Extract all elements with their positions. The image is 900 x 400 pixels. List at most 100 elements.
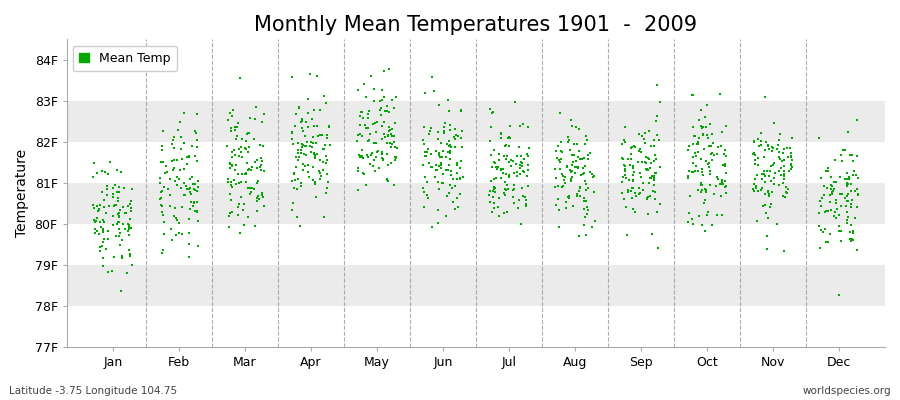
Point	[779, 189, 794, 196]
Point	[710, 151, 724, 158]
Point	[87, 230, 102, 236]
Point	[491, 157, 506, 163]
Point	[552, 157, 566, 163]
Point	[639, 166, 653, 172]
Point	[755, 176, 770, 182]
Point	[157, 218, 171, 225]
Point	[372, 164, 386, 171]
Point	[108, 202, 122, 208]
Point	[777, 248, 791, 254]
Point	[502, 158, 517, 165]
Point	[287, 177, 302, 184]
Point	[838, 194, 852, 201]
Point	[650, 82, 664, 89]
Point	[243, 191, 257, 197]
Point	[239, 171, 254, 178]
Point	[707, 152, 722, 158]
Point	[381, 162, 395, 168]
Point	[690, 141, 705, 148]
Point	[847, 168, 861, 174]
Point	[680, 173, 695, 179]
Point	[747, 188, 761, 194]
Point	[301, 96, 315, 102]
Point	[570, 192, 584, 199]
Point	[182, 253, 196, 260]
Point	[421, 131, 436, 137]
Point	[644, 175, 658, 181]
Point	[509, 173, 524, 179]
Point	[823, 192, 837, 198]
Point	[152, 196, 166, 202]
Point	[353, 154, 367, 160]
Point	[581, 207, 596, 214]
Point	[360, 152, 374, 158]
Point	[231, 204, 246, 210]
Point	[844, 196, 859, 203]
Point	[236, 207, 250, 213]
Point	[374, 87, 389, 94]
Point	[686, 221, 700, 227]
Point	[95, 229, 110, 235]
Point	[846, 172, 860, 178]
Point	[377, 119, 392, 126]
Point	[513, 165, 527, 171]
Point	[310, 122, 324, 129]
Point	[577, 194, 591, 201]
Point	[771, 148, 786, 155]
Point	[828, 156, 842, 163]
Point	[850, 204, 865, 210]
Point	[749, 185, 763, 191]
Point	[484, 152, 499, 159]
Point	[100, 186, 114, 192]
Point	[94, 243, 109, 249]
Point	[384, 97, 399, 103]
Point	[86, 174, 101, 180]
Point	[351, 87, 365, 94]
Point	[172, 219, 186, 226]
Point	[484, 209, 499, 215]
Point	[833, 228, 848, 234]
Point	[515, 185, 529, 192]
Point	[626, 206, 640, 212]
Point	[95, 226, 110, 232]
Point	[99, 210, 113, 216]
Point	[254, 167, 268, 173]
Point	[482, 106, 497, 112]
Point	[631, 159, 645, 165]
Point	[702, 164, 716, 170]
Point	[764, 148, 778, 154]
Point	[178, 182, 193, 189]
Point	[841, 129, 855, 136]
Point	[508, 99, 522, 105]
Point	[166, 167, 180, 174]
Point	[647, 137, 662, 143]
Point	[97, 204, 112, 210]
Point	[235, 171, 249, 178]
Point	[518, 200, 533, 207]
Point	[389, 154, 403, 160]
Point	[751, 155, 765, 161]
Point	[106, 190, 121, 197]
Point	[507, 200, 521, 206]
Point	[124, 198, 139, 205]
Point	[752, 136, 766, 142]
Point	[317, 93, 331, 99]
Point	[419, 149, 434, 155]
Point	[827, 212, 842, 219]
Point	[838, 147, 852, 153]
Point	[767, 174, 781, 181]
Point	[432, 152, 446, 158]
Point	[176, 165, 191, 172]
Point	[516, 121, 530, 127]
Point	[351, 132, 365, 139]
Point	[636, 187, 651, 193]
Point	[113, 206, 128, 213]
Point	[496, 170, 510, 176]
Point	[295, 166, 310, 173]
Point	[377, 134, 392, 140]
Point	[644, 160, 658, 166]
Point	[844, 200, 859, 207]
Point	[238, 145, 252, 151]
Point	[551, 143, 565, 149]
Point	[176, 192, 191, 198]
